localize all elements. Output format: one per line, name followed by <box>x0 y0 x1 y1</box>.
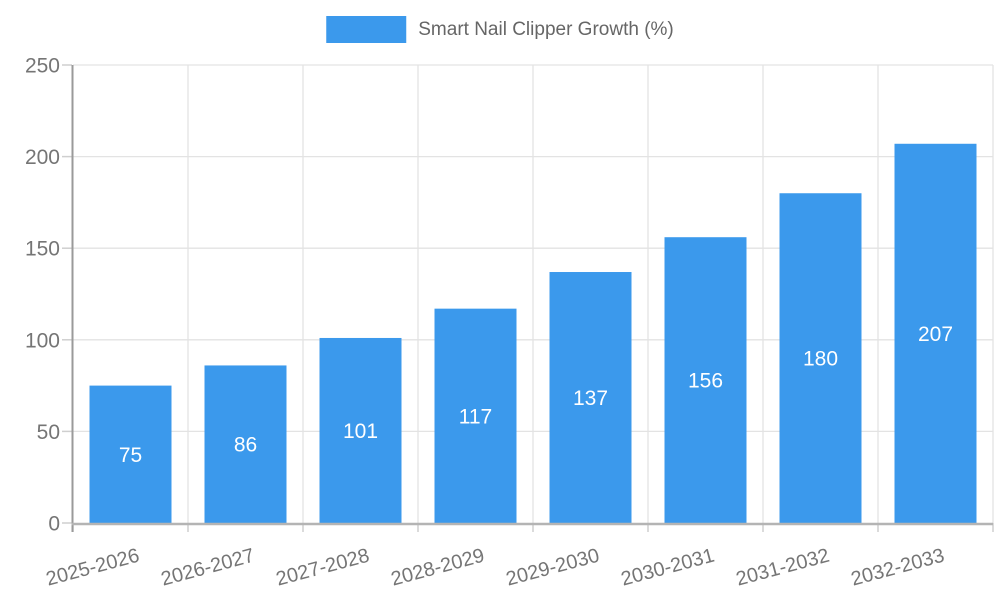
y-axis-tick-label: 200 <box>25 146 60 169</box>
y-axis-tick-label: 100 <box>25 329 60 352</box>
bar-value-label: 137 <box>573 387 608 410</box>
bar-value-label: 117 <box>459 405 492 428</box>
x-axis-tick-label: 2025-2026 <box>44 545 142 591</box>
x-axis-tick-label: 2027-2028 <box>274 545 372 591</box>
bar-value-label: 101 <box>343 420 378 443</box>
bar[interactable] <box>319 337 402 523</box>
bar[interactable] <box>204 365 287 523</box>
bar-value-label: 86 <box>234 434 257 457</box>
x-axis-tick-label: 2031-2032 <box>734 545 832 591</box>
bar-value-label: 156 <box>688 370 723 393</box>
bar[interactable] <box>434 308 517 523</box>
y-axis-tick-label: 0 <box>48 513 60 536</box>
bar[interactable] <box>779 193 862 524</box>
x-axis-tick-label: 2029-2030 <box>504 545 602 591</box>
legend-label: Smart Nail Clipper Growth (%) <box>418 18 674 40</box>
y-axis-tick-label: 150 <box>25 238 60 261</box>
x-axis-tick-label: 2026-2027 <box>159 545 257 591</box>
x-axis-tick-label: 2028-2029 <box>389 545 487 591</box>
bar-value-label: 180 <box>803 348 838 371</box>
bar[interactable] <box>89 385 172 523</box>
bar[interactable] <box>549 272 632 523</box>
x-axis-tick-label: 2030-2031 <box>619 545 717 591</box>
bar[interactable] <box>664 237 747 523</box>
legend-swatch-icon <box>326 16 407 43</box>
bar-value-label: 75 <box>119 444 142 467</box>
legend[interactable]: Smart Nail Clipper Growth (%) <box>326 16 674 43</box>
x-axis-tick-label: 2032-2033 <box>849 545 947 591</box>
y-axis-tick-label: 50 <box>37 421 60 444</box>
y-axis-tick-label: 250 <box>25 55 60 78</box>
bar[interactable] <box>894 143 977 523</box>
bar-value-label: 207 <box>918 323 953 346</box>
